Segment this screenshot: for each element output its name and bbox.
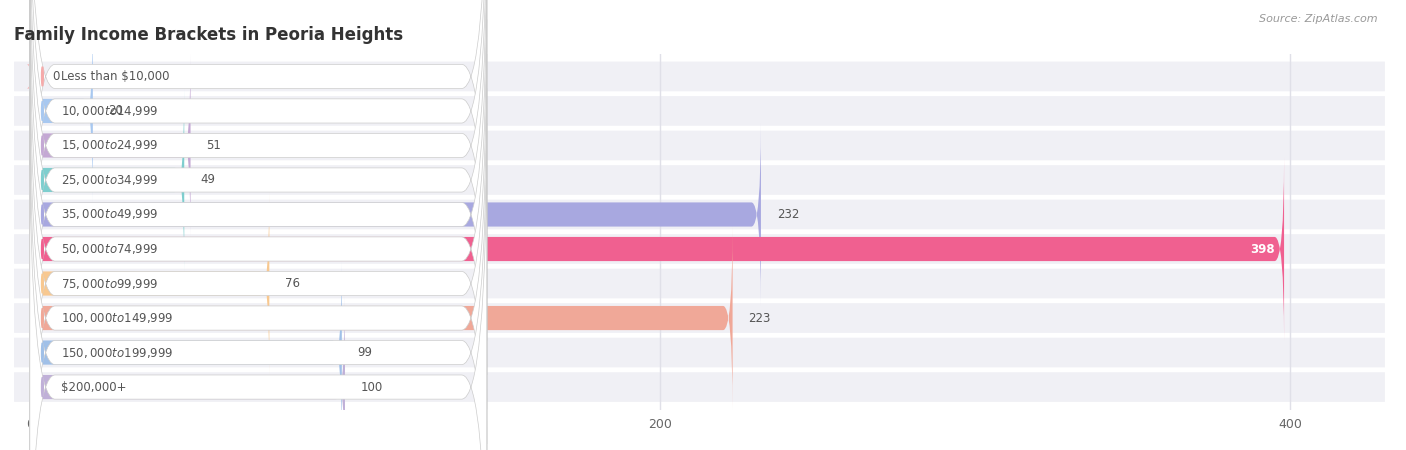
Circle shape — [42, 67, 44, 86]
FancyBboxPatch shape — [30, 19, 486, 450]
Circle shape — [42, 136, 44, 155]
FancyBboxPatch shape — [27, 0, 39, 168]
Circle shape — [42, 101, 44, 121]
Text: $35,000 to $49,999: $35,000 to $49,999 — [62, 207, 159, 221]
Text: Less than $10,000: Less than $10,000 — [62, 70, 170, 83]
FancyBboxPatch shape — [30, 0, 486, 410]
FancyBboxPatch shape — [30, 296, 344, 450]
Text: $10,000 to $14,999: $10,000 to $14,999 — [62, 104, 159, 118]
Text: $15,000 to $24,999: $15,000 to $24,999 — [62, 139, 159, 153]
FancyBboxPatch shape — [30, 261, 342, 444]
FancyBboxPatch shape — [30, 123, 486, 450]
FancyBboxPatch shape — [30, 0, 486, 375]
FancyBboxPatch shape — [30, 192, 270, 375]
Text: 20: 20 — [108, 104, 124, 117]
FancyBboxPatch shape — [30, 0, 486, 450]
FancyBboxPatch shape — [30, 19, 93, 202]
Text: 398: 398 — [1250, 243, 1275, 256]
FancyBboxPatch shape — [30, 123, 761, 306]
Text: 223: 223 — [748, 311, 770, 324]
FancyBboxPatch shape — [30, 89, 486, 450]
FancyBboxPatch shape — [30, 89, 184, 271]
Text: 232: 232 — [776, 208, 799, 221]
Circle shape — [42, 378, 44, 397]
Text: 51: 51 — [207, 139, 221, 152]
FancyBboxPatch shape — [30, 226, 733, 410]
FancyBboxPatch shape — [14, 303, 1385, 333]
FancyBboxPatch shape — [30, 0, 486, 450]
FancyBboxPatch shape — [30, 0, 486, 444]
Text: $150,000 to $199,999: $150,000 to $199,999 — [62, 346, 174, 360]
FancyBboxPatch shape — [30, 0, 486, 341]
Text: $50,000 to $74,999: $50,000 to $74,999 — [62, 242, 159, 256]
Text: 76: 76 — [285, 277, 299, 290]
FancyBboxPatch shape — [14, 96, 1385, 126]
FancyBboxPatch shape — [30, 54, 486, 450]
Text: $200,000+: $200,000+ — [62, 381, 127, 394]
FancyBboxPatch shape — [14, 338, 1385, 367]
Circle shape — [42, 170, 44, 189]
Text: 100: 100 — [361, 381, 382, 394]
Text: Source: ZipAtlas.com: Source: ZipAtlas.com — [1260, 14, 1378, 23]
Text: $75,000 to $99,999: $75,000 to $99,999 — [62, 276, 159, 291]
FancyBboxPatch shape — [14, 165, 1385, 195]
FancyBboxPatch shape — [14, 200, 1385, 230]
Circle shape — [42, 274, 44, 293]
Circle shape — [42, 239, 44, 259]
Text: $100,000 to $149,999: $100,000 to $149,999 — [62, 311, 174, 325]
FancyBboxPatch shape — [14, 372, 1385, 402]
Circle shape — [42, 343, 44, 362]
FancyBboxPatch shape — [14, 130, 1385, 160]
Circle shape — [42, 205, 44, 224]
FancyBboxPatch shape — [30, 54, 191, 237]
Text: 99: 99 — [357, 346, 373, 359]
FancyBboxPatch shape — [30, 158, 1284, 341]
Text: 0: 0 — [52, 70, 59, 83]
FancyBboxPatch shape — [14, 269, 1385, 298]
Text: Family Income Brackets in Peoria Heights: Family Income Brackets in Peoria Heights — [14, 26, 404, 44]
FancyBboxPatch shape — [14, 234, 1385, 264]
Text: 49: 49 — [200, 174, 215, 186]
Text: $25,000 to $34,999: $25,000 to $34,999 — [62, 173, 159, 187]
Circle shape — [42, 308, 44, 328]
FancyBboxPatch shape — [14, 62, 1385, 91]
